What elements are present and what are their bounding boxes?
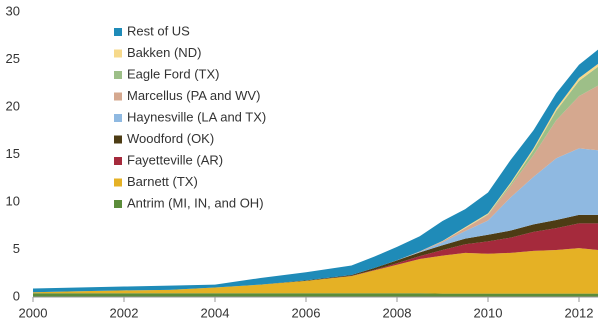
legend-swatch — [114, 200, 122, 208]
x-tick-label: 2012 — [565, 305, 594, 320]
legend-label: Rest of US — [127, 23, 190, 38]
y-tick-label: 10 — [6, 193, 20, 208]
area — [33, 49, 598, 293]
legend-label: Marcellus (PA and WV) — [127, 88, 260, 103]
legend-label: Haynesville (LA and TX) — [127, 109, 266, 124]
legend-swatch — [114, 92, 122, 101]
area — [33, 293, 598, 297]
legend-label: Fayetteville (AR) — [127, 152, 223, 167]
area — [33, 248, 598, 294]
y-tick-label: 30 — [6, 3, 20, 18]
x-tick-label: 2002 — [110, 305, 139, 320]
y-tick-label: 0 — [13, 288, 20, 303]
y-tick-label: 15 — [6, 146, 20, 161]
x-tick-label: 2000 — [19, 305, 48, 320]
legend-swatch — [114, 28, 122, 36]
legend-label: Woodford (OK) — [127, 131, 214, 146]
legend-label: Bakken (ND) — [127, 45, 201, 60]
legend-swatch — [114, 114, 122, 122]
legend-label: Eagle Ford (TX) — [127, 66, 219, 81]
legend-swatch — [114, 71, 122, 79]
y-tick-label: 25 — [6, 51, 20, 66]
x-tick-label: 2008 — [383, 305, 412, 320]
legend-label: Barnett (TX) — [127, 174, 198, 189]
y-tick-label: 20 — [6, 98, 20, 113]
y-tick-label: 5 — [13, 241, 20, 256]
x-tick-label: 2010 — [474, 305, 503, 320]
legend-swatch — [114, 157, 122, 165]
x-tick-label: 2006 — [292, 305, 321, 320]
legend-swatch — [114, 135, 122, 144]
x-tick-label: 2004 — [201, 305, 230, 320]
legend-swatch — [114, 178, 122, 187]
legend-swatch — [114, 49, 122, 58]
legend-label: Antrim (MI, IN, and OH) — [127, 195, 264, 210]
